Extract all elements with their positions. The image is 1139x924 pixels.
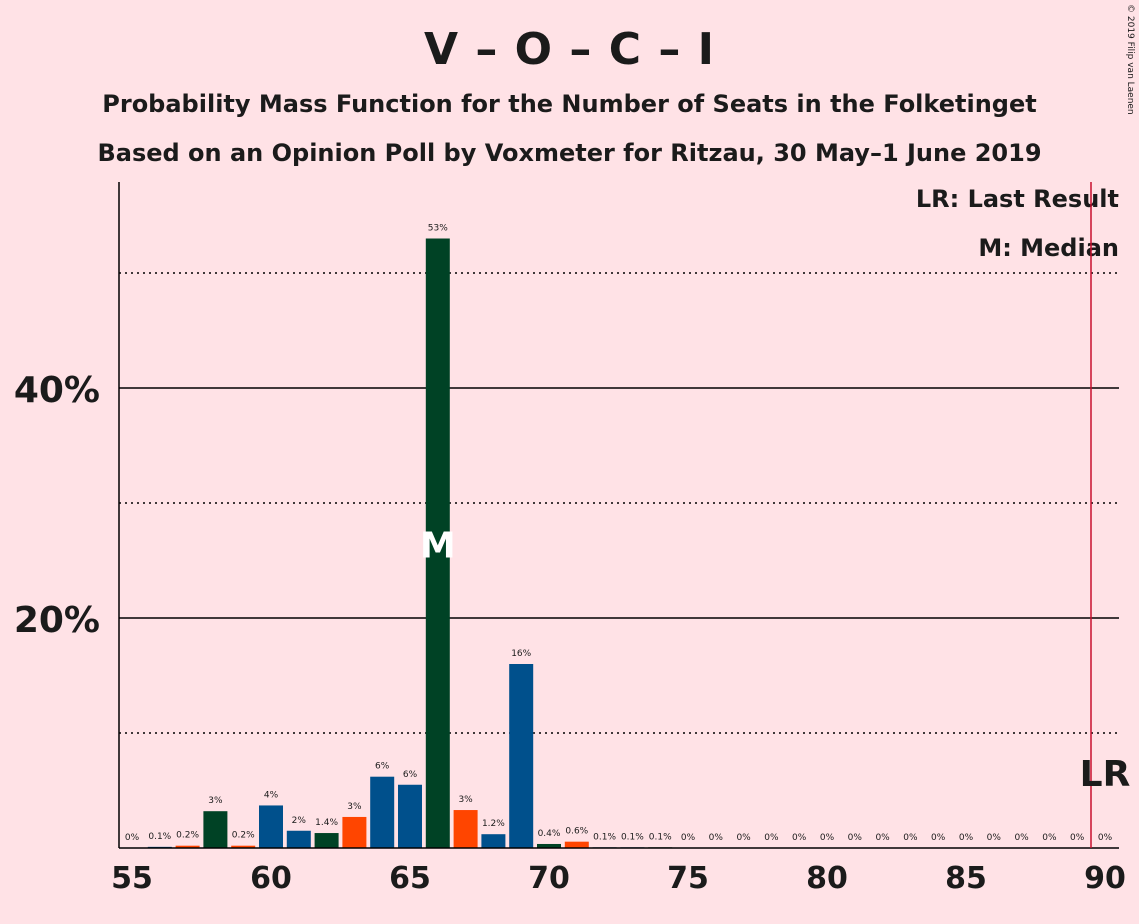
- bar-seat-70: [537, 843, 561, 848]
- bar-value-label: 6%: [403, 770, 418, 780]
- bar-value-label: 0.2%: [232, 831, 255, 841]
- bar-value-label: 0%: [848, 833, 863, 843]
- bar-value-label: 0.2%: [176, 831, 199, 841]
- bar-value-label: 0%: [987, 833, 1002, 843]
- bar-value-label: 3%: [347, 802, 362, 812]
- y-tick-label: 40%: [14, 370, 100, 411]
- bar-value-label: 0.1%: [649, 832, 672, 842]
- bar-seat-68: [481, 834, 506, 848]
- bar-value-label: 0%: [1098, 833, 1113, 843]
- bar-seat-66: [425, 238, 450, 848]
- bar-value-label: 3%: [458, 795, 473, 805]
- bar-seat-69: [509, 664, 534, 848]
- bar-value-label: 0%: [820, 833, 835, 843]
- bar-value-label: 2%: [292, 816, 307, 826]
- bar-value-label: 0%: [736, 833, 751, 843]
- legend-last-result: LR: Last Result: [915, 185, 1119, 213]
- chart-source: Based on an Opinion Poll by Voxmeter for…: [97, 139, 1042, 167]
- x-tick-label: 80: [806, 861, 848, 896]
- x-tick-label: 90: [1084, 861, 1126, 896]
- bar-value-label: 0%: [1042, 833, 1057, 843]
- bar-value-label: 0%: [681, 833, 696, 843]
- bar-seat-71: [564, 841, 589, 848]
- median-marker: M: [420, 525, 456, 566]
- bar-value-label: 0%: [764, 833, 779, 843]
- bar-seat-67: [453, 810, 478, 848]
- x-tick-label: 85: [945, 861, 987, 896]
- bar-value-label: 0%: [931, 833, 946, 843]
- legend-median: M: Median: [978, 234, 1119, 262]
- x-tick-label: 55: [111, 861, 153, 896]
- bar-seat-57: [175, 845, 200, 848]
- bar-value-label: 16%: [511, 649, 531, 659]
- bar-value-label: 0%: [792, 833, 807, 843]
- bar-seat-60: [259, 805, 283, 848]
- bar-value-label: 0%: [1070, 833, 1085, 843]
- bar-seat-61: [286, 830, 311, 848]
- bar-seat-64: [370, 776, 395, 848]
- x-tick-label: 75: [667, 861, 709, 896]
- bar-value-label: 0%: [959, 833, 974, 843]
- bar-value-label: 4%: [264, 790, 279, 800]
- chart-subtitle: Probability Mass Function for the Number…: [102, 90, 1037, 118]
- bar-value-label: 53%: [428, 224, 448, 234]
- bar-seat-62: [314, 833, 339, 848]
- bar-value-label: 0.4%: [538, 829, 561, 839]
- bar-value-label: 3%: [208, 796, 223, 806]
- x-tick-label: 65: [389, 861, 431, 896]
- bar-seat-59: [231, 845, 256, 848]
- last-result-marker: LR: [1080, 754, 1131, 795]
- bar-value-label: 0.1%: [593, 832, 616, 842]
- bar-value-label: 0%: [125, 833, 140, 843]
- y-tick-label: 20%: [14, 600, 100, 641]
- bar-value-label: 0.1%: [148, 832, 171, 842]
- bar-value-label: 1.4%: [315, 818, 338, 828]
- bar-seat-63: [342, 816, 367, 848]
- bar-value-label: 0%: [1014, 833, 1029, 843]
- bar-value-label: 0.6%: [565, 827, 588, 837]
- x-tick-label: 70: [528, 861, 570, 896]
- x-tick-label: 60: [250, 861, 292, 896]
- bar-value-label: 0%: [875, 833, 890, 843]
- chart-title: V – O – C – I: [423, 24, 716, 75]
- bar-value-label: 1.2%: [482, 819, 505, 829]
- bar-seat-65: [398, 784, 422, 848]
- bar-value-label: 6%: [375, 762, 390, 772]
- bar-value-label: 0%: [903, 833, 918, 843]
- bar-seat-58: [203, 811, 228, 848]
- bar-value-label: 0%: [709, 833, 724, 843]
- bar-value-label: 0.1%: [621, 832, 644, 842]
